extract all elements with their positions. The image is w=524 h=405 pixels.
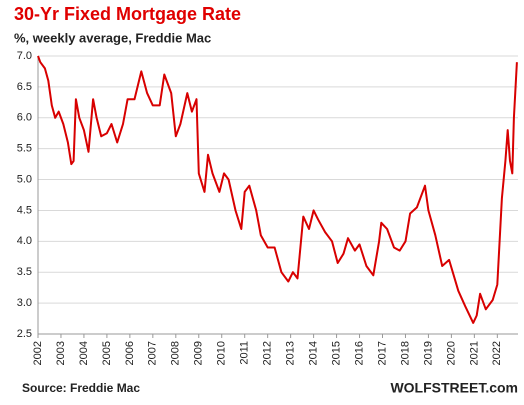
x-tick-label: 2021 [468, 341, 480, 365]
x-tick-label: 2008 [170, 341, 182, 365]
y-tick-label: 3.5 [17, 266, 32, 278]
x-tick-label: 2006 [124, 341, 136, 365]
y-tick-label: 4.0 [17, 235, 32, 247]
y-tick-label: 3.0 [17, 297, 32, 309]
x-tick-label: 2015 [330, 341, 342, 365]
source: Source: Freddie Mac [22, 381, 140, 395]
x-tick-label: 2004 [78, 341, 90, 365]
x-tick-label: 2003 [55, 341, 67, 365]
brand: WOLFSTREET.com [390, 380, 518, 396]
x-tick-label: 2005 [101, 341, 113, 365]
x-tick-label: 2022 [491, 341, 503, 365]
x-tick-label: 2002 [32, 341, 44, 365]
x-tick-label: 2012 [262, 341, 274, 365]
x-tick-label: 2009 [193, 341, 205, 365]
x-tick-label: 2016 [353, 341, 365, 365]
x-tick-label: 2018 [399, 341, 411, 365]
x-tick-label: 2007 [147, 341, 159, 365]
y-tick-label: 5.0 [17, 173, 32, 185]
y-tick-label: 6.5 [17, 81, 32, 93]
y-tick-label: 2.5 [17, 328, 32, 340]
chart-title: 30-Yr Fixed Mortgage Rate [14, 4, 241, 24]
x-tick-label: 2011 [239, 341, 251, 365]
y-tick-label: 6.0 [17, 112, 32, 124]
y-tick-label: 7.0 [17, 50, 32, 62]
y-tick-label: 4.5 [17, 204, 32, 216]
x-tick-label: 2014 [308, 341, 320, 365]
x-tick-label: 2010 [216, 341, 228, 365]
y-tick-label: 5.5 [17, 143, 32, 155]
x-tick-label: 2017 [376, 341, 388, 365]
x-tick-label: 2013 [285, 341, 297, 365]
chart-subtitle: %, weekly average, Freddie Mac [14, 30, 211, 45]
x-tick-label: 2020 [445, 341, 457, 365]
x-tick-label: 2019 [422, 341, 434, 365]
series-line [37, 55, 518, 324]
